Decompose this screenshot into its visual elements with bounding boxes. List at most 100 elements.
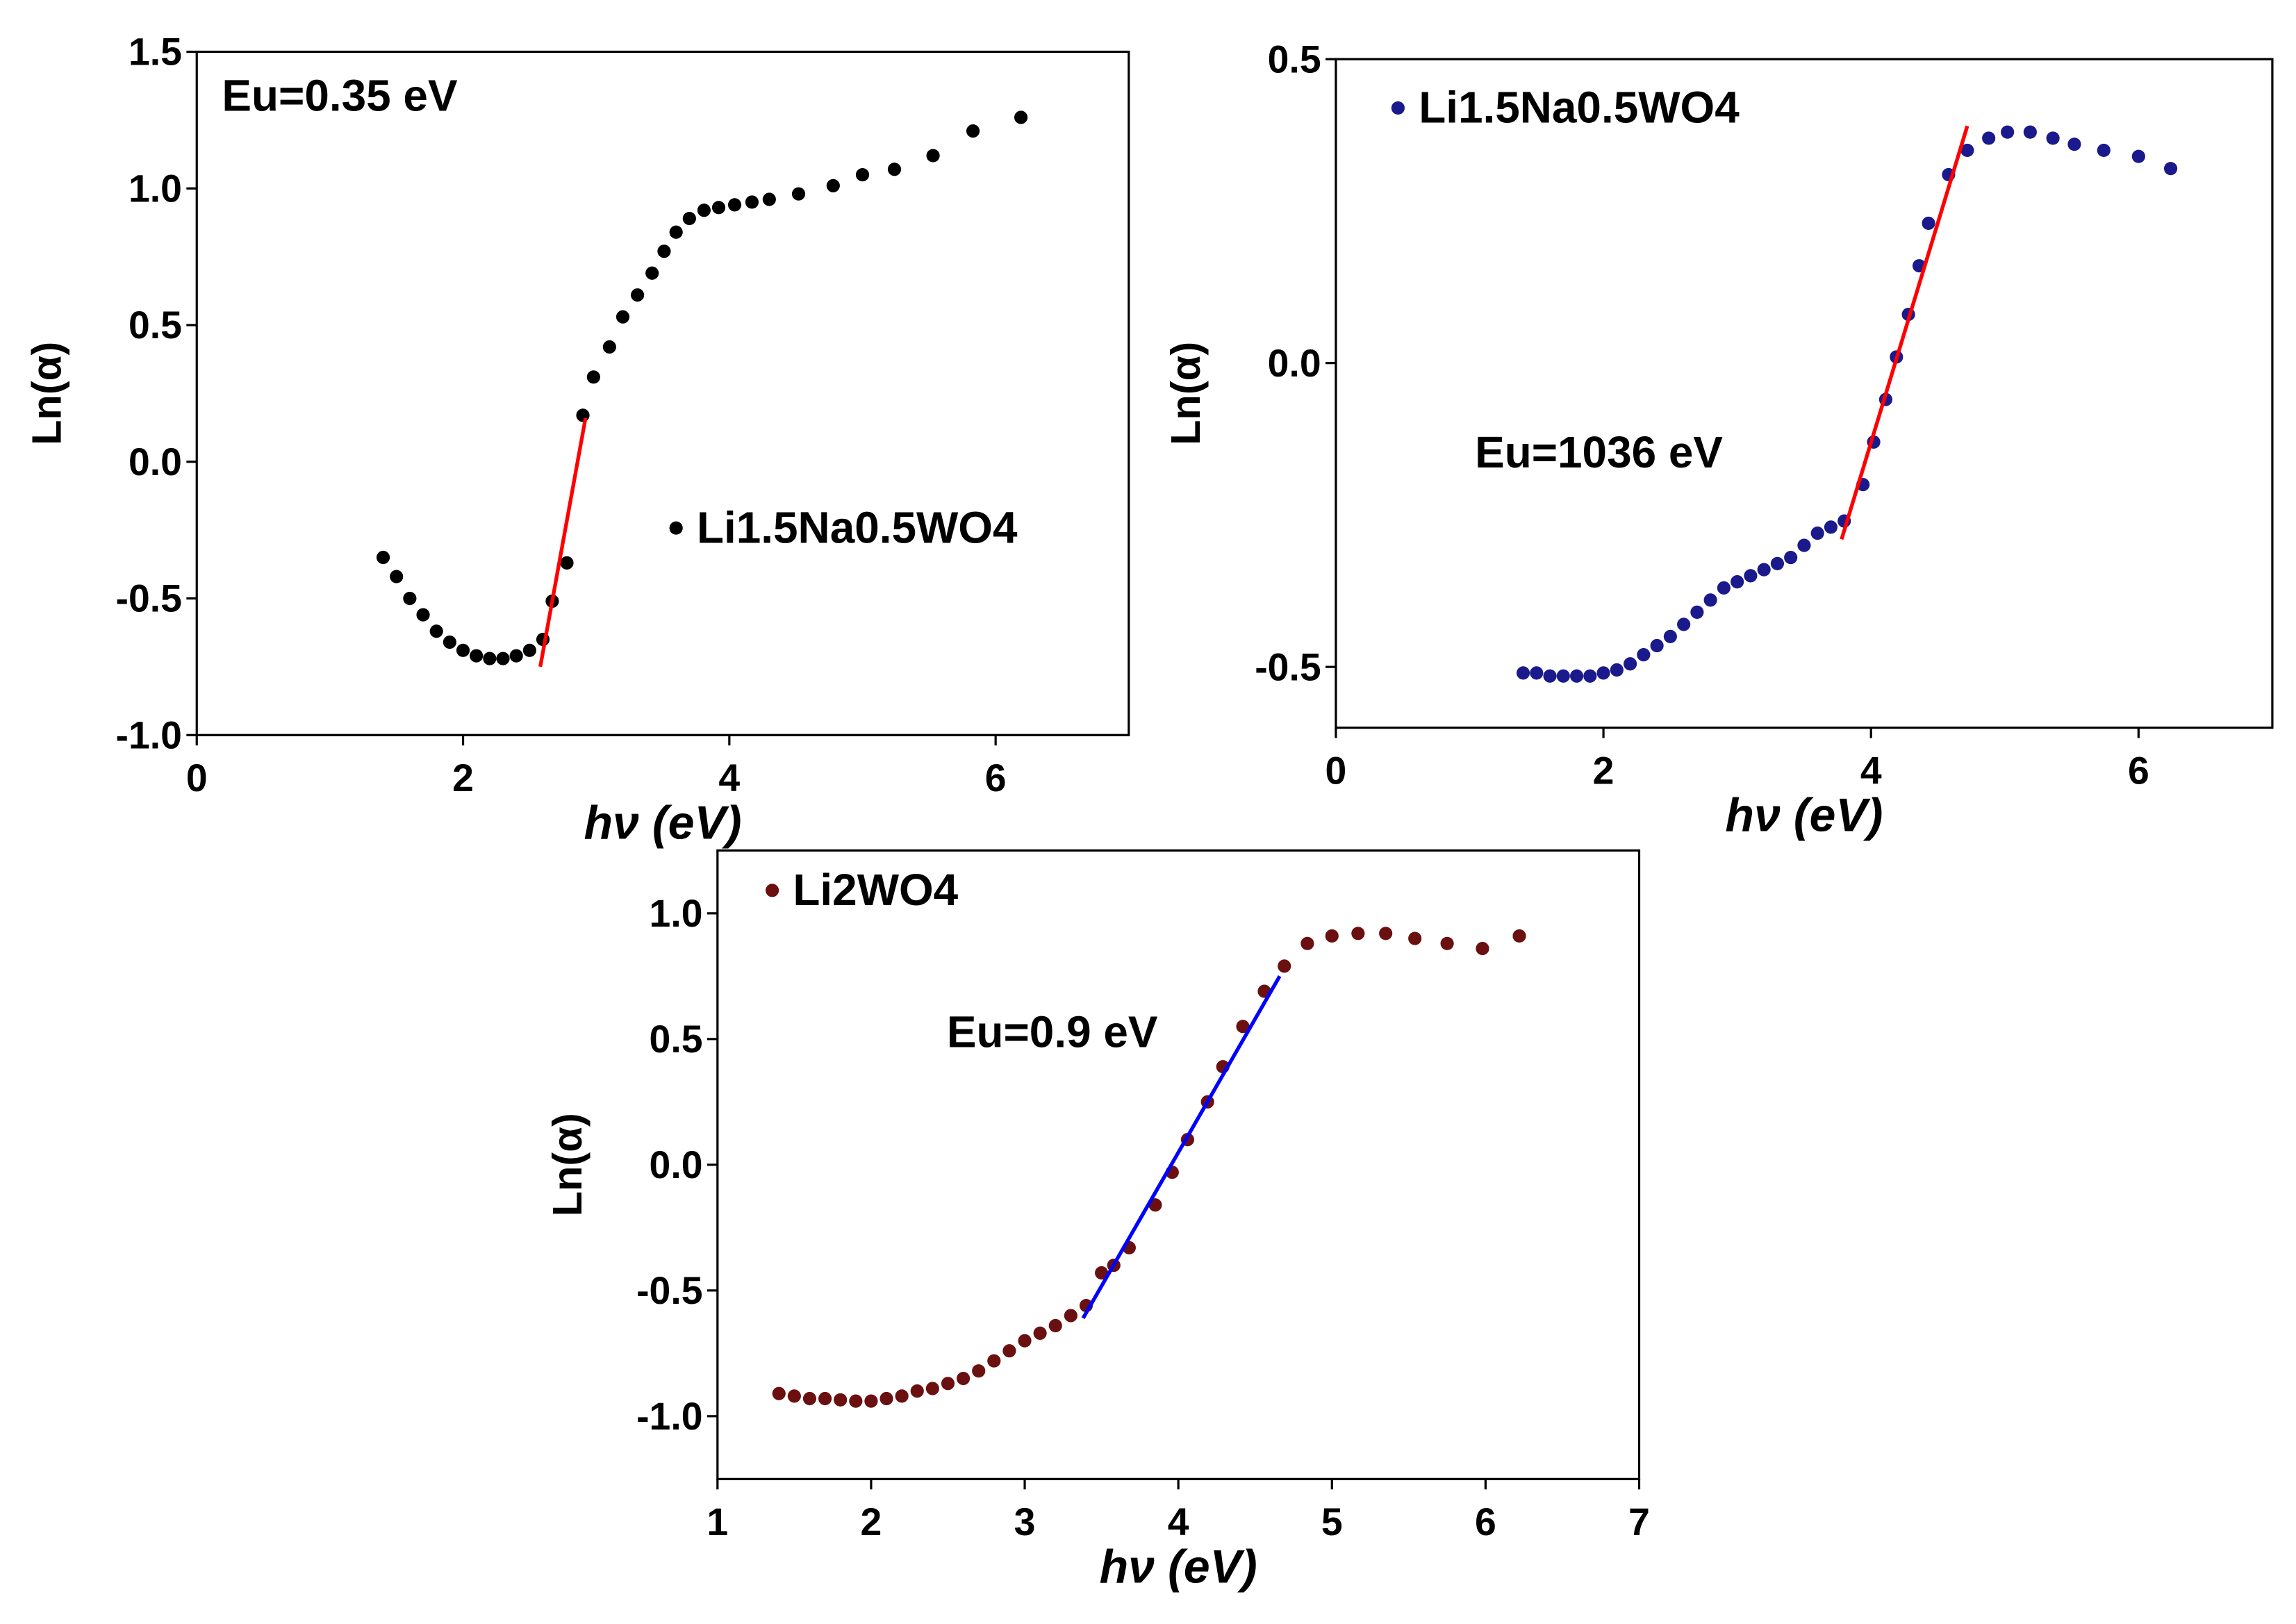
data-point: [631, 288, 645, 302]
data-point: [376, 550, 390, 565]
data-point: [1650, 638, 1664, 653]
y-axis-label: Ln(α): [544, 1113, 590, 1216]
data-point: [910, 1384, 924, 1398]
data-point: [762, 192, 776, 206]
data-point: [2163, 162, 2178, 176]
y-tick-label: 1.5: [129, 31, 182, 74]
y-tick-label: -1.0: [636, 1395, 702, 1438]
data-point: [1351, 927, 1365, 941]
data-point: [834, 1393, 848, 1407]
data-point: [1064, 1309, 1077, 1323]
data-point: [887, 163, 902, 176]
data-point: [1982, 131, 1996, 145]
chart-panel: 1.0 0.5 0.0 -0.5 -1.0 1 2 3 4 5 6 7 hν (eV) Ln(α) Eu=0…: [544, 849, 1650, 1593]
legend-label: Li1.5Na0.5WO4: [1419, 83, 1740, 133]
y-tick-label: 0.5: [650, 1018, 703, 1061]
x-tick-label: 6: [2128, 749, 2149, 793]
data-point: [2067, 138, 2081, 151]
data-point: [941, 1377, 955, 1391]
y-axis-label: Ln(α): [1162, 342, 1209, 445]
data-point: [1408, 931, 1422, 945]
data-point: [483, 652, 497, 665]
data-point: [1543, 669, 1557, 683]
y-tick-label: 0.0: [650, 1143, 703, 1186]
x-tick-label: 4: [1168, 1500, 1189, 1543]
data-point: [1637, 648, 1651, 662]
y-tick-label: -0.5: [636, 1269, 702, 1312]
data-point: [1530, 666, 1544, 680]
data-point: [787, 1389, 801, 1403]
data-point: [925, 1382, 939, 1395]
data-point: [682, 211, 696, 226]
data-point: [745, 195, 759, 209]
fit-line: [1840, 125, 1969, 540]
data-point: [855, 168, 870, 182]
legend-label: Li2WO4: [793, 865, 958, 915]
data-point: [1797, 538, 1811, 552]
x-tick-label: 2: [452, 756, 474, 799]
data-point: [1476, 941, 1489, 956]
plot-frame: [1335, 58, 2274, 729]
x-tick-label: 2: [861, 1500, 882, 1543]
y-tick-label: 0.5: [1268, 38, 1321, 81]
fit-line: [538, 417, 588, 668]
plot-frame: [195, 50, 1130, 736]
data-point: [602, 340, 616, 354]
data-point: [669, 225, 683, 239]
data-point: [1512, 929, 1526, 943]
x-tick-label: 3: [1014, 1500, 1036, 1543]
x-tick-label: 1: [707, 1500, 728, 1543]
data-point: [429, 624, 443, 638]
x-tick-label: 0: [186, 756, 208, 799]
y-tick-label: 1.0: [129, 167, 182, 210]
data-point: [826, 179, 840, 192]
data-point: [1325, 929, 1339, 943]
legend-marker: [1391, 101, 1405, 115]
data-point: [864, 1394, 878, 1408]
x-tick-label: 7: [1628, 1500, 1650, 1543]
data-point: [879, 1391, 893, 1406]
data-point: [1596, 666, 1610, 680]
data-point: [1810, 527, 1824, 540]
legend-label: Li1.5Na0.5WO4: [697, 502, 1018, 552]
x-axis-label: hν (eV): [584, 796, 741, 849]
data-point: [2131, 149, 2145, 163]
data-point: [727, 198, 742, 212]
annotation: Eu=0.9 eV: [947, 1007, 1158, 1057]
data-point: [657, 245, 671, 258]
data-point: [1677, 618, 1691, 631]
data-point: [791, 187, 806, 201]
data-point: [1556, 669, 1570, 683]
data-point: [1824, 520, 1838, 534]
y-tick-label: -0.5: [116, 577, 182, 620]
y-axis-label: Ln(α): [23, 342, 69, 445]
data-point: [470, 649, 484, 663]
data-point: [1236, 1020, 1250, 1034]
data-point: [1784, 551, 1798, 565]
y-tick-label: 0.0: [1268, 342, 1321, 385]
data-point: [616, 310, 630, 324]
data-point: [1300, 936, 1314, 950]
data-point: [1744, 569, 1758, 583]
y-tick-label: 0.0: [129, 440, 182, 483]
x-tick-label: 6: [1475, 1500, 1496, 1543]
x-tick-label: 4: [718, 756, 740, 799]
data-point: [509, 649, 523, 663]
data-point: [818, 1391, 832, 1406]
data-point: [1440, 936, 1454, 950]
data-point: [443, 635, 456, 649]
data-point: [560, 556, 574, 570]
data-point: [1002, 1344, 1016, 1358]
data-point: [576, 408, 590, 422]
data-point: [2023, 125, 2037, 139]
data-point: [1379, 927, 1393, 941]
data-point: [966, 124, 980, 138]
y-tick-label: 0.5: [129, 304, 182, 347]
data-point: [586, 370, 600, 384]
chart-panel: 0.5 0.0 -0.5 0 2 4 6 hν (eV) Ln(α) Eu=1036 eV Li1.…: [1162, 38, 2274, 842]
x-tick-label: 0: [1325, 749, 1347, 793]
data-point: [1048, 1318, 1062, 1333]
data-point: [1731, 575, 1744, 589]
x-tick-label: 4: [1860, 749, 1882, 793]
data-point: [972, 1364, 986, 1378]
